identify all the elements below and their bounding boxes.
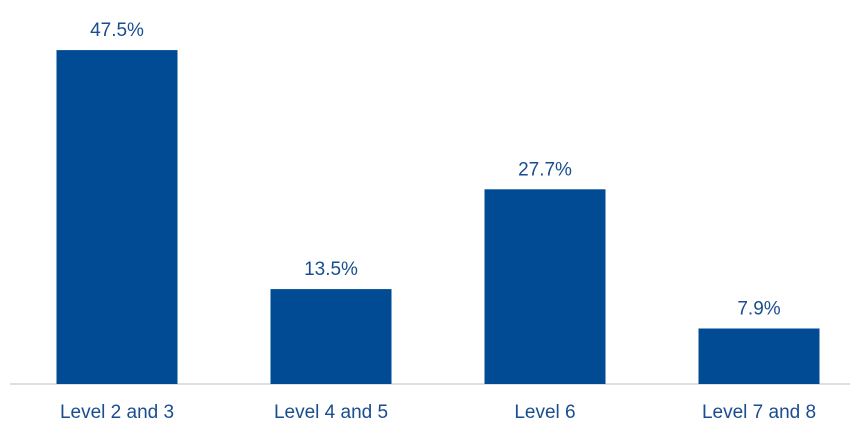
bar-2 <box>270 289 392 384</box>
bar-4 <box>698 328 820 384</box>
x-tick-label-4: Level 7 and 8 <box>702 402 816 423</box>
bar-3 <box>484 189 606 384</box>
data-label-2: 13.5% <box>304 259 358 280</box>
data-label-3: 27.7% <box>518 159 572 180</box>
x-tick-labels: Level 2 and 3 Level 4 and 5 Level 6 Level 7… <box>60 402 816 423</box>
data-labels: 47.5% 13.5% 27.7% 7.9% <box>90 20 781 319</box>
bar-1 <box>56 50 178 384</box>
x-tick-label-1: Level 2 and 3 <box>60 402 174 423</box>
data-label-4: 7.9% <box>737 299 780 320</box>
bar-series <box>56 50 820 384</box>
data-label-1: 47.5% <box>90 20 144 41</box>
x-tick-label-2: Level 4 and 5 <box>274 402 388 423</box>
x-tick-label-3: Level 6 <box>514 402 575 423</box>
